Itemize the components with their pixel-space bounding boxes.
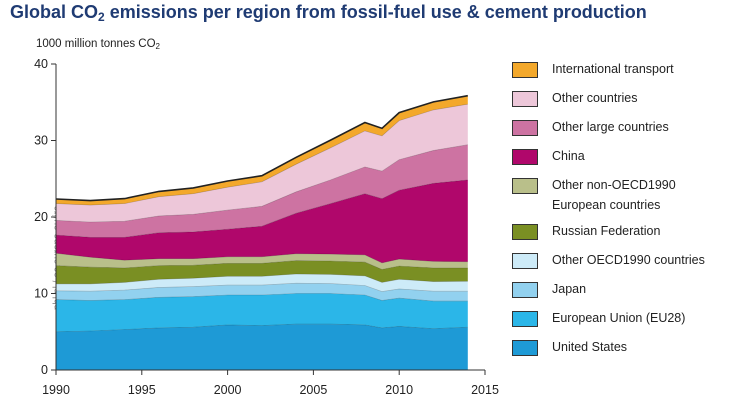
layer-boundary-line: [55, 260, 468, 270]
area-other-countries: [56, 104, 468, 222]
legend-swatch: [512, 178, 538, 194]
x-tick-label: 1990: [42, 383, 70, 397]
layer-boundary-line: [55, 94, 468, 202]
layer-boundary-line: [56, 273, 468, 285]
layer-boundary-line: [55, 103, 468, 206]
layer-boundary-line: [55, 293, 468, 302]
legend-label: United States: [552, 340, 628, 354]
x-tick-label: 2015: [471, 383, 499, 397]
legend-swatch: [512, 62, 538, 78]
legend-swatch: [512, 91, 538, 107]
legend-swatch: [512, 340, 538, 356]
layer-boundary-line: [55, 323, 468, 333]
legend-swatch: [512, 149, 538, 165]
legend-label: Russian Federation: [552, 224, 661, 238]
area-other-oecd1990-countries: [56, 274, 468, 292]
legend-label: China: [552, 149, 585, 163]
legend-label: Other countries: [552, 91, 638, 105]
legend-label: Other large countries: [552, 120, 669, 134]
y-tick-label: 0: [41, 363, 48, 377]
legend-label: European Union (EU28): [552, 311, 686, 325]
y-tick-label: 10: [34, 287, 48, 301]
layer-boundary-line: [55, 144, 468, 223]
x-tick-label: 1995: [128, 383, 156, 397]
chart-title: Global CO2 emissions per region from fos…: [10, 2, 647, 24]
y-axis-label: 1000 million tonnes CO2: [36, 38, 160, 51]
area-united-states: [56, 324, 468, 370]
layer-boundary-line: [55, 253, 468, 264]
legend-swatch: [512, 311, 538, 327]
x-tick-label: 2010: [385, 383, 413, 397]
area-japan: [56, 283, 468, 302]
legend-label: Japan: [552, 282, 587, 296]
legend-swatch: [512, 224, 538, 240]
x-tick-label: 2005: [299, 383, 327, 397]
legend-label: International transport: [552, 62, 674, 76]
area-european-union-eu28: [56, 293, 468, 332]
area-other-large-countries: [56, 144, 468, 238]
layer-boundary-line: [55, 179, 468, 238]
legend-swatch: [512, 282, 538, 298]
chart-areas: [55, 94, 468, 370]
layer-boundary-line: [55, 282, 468, 292]
legend-label-line: Other non-OECD1990: [552, 178, 676, 192]
legend-swatch: [512, 253, 538, 269]
chart-axes: 0 10 20 30 40 1990 1995 2000 2005 2010 2015: [34, 57, 499, 397]
x-tick-label: 2000: [214, 383, 242, 397]
legend-label: Other OECD1990 countries: [552, 253, 705, 267]
area-china: [56, 179, 468, 263]
legend-label-line: European countries: [552, 198, 661, 212]
area-other-non-oecd1990-european-countries: [56, 253, 468, 270]
y-tick-label: 20: [34, 210, 48, 224]
y-tick-label: 40: [34, 57, 48, 71]
legend-label: Other non-OECD1990 European countries: [552, 176, 676, 215]
legend-swatch: [512, 120, 538, 136]
area-russian-federation: [56, 260, 468, 284]
y-tick-label: 30: [34, 134, 48, 148]
